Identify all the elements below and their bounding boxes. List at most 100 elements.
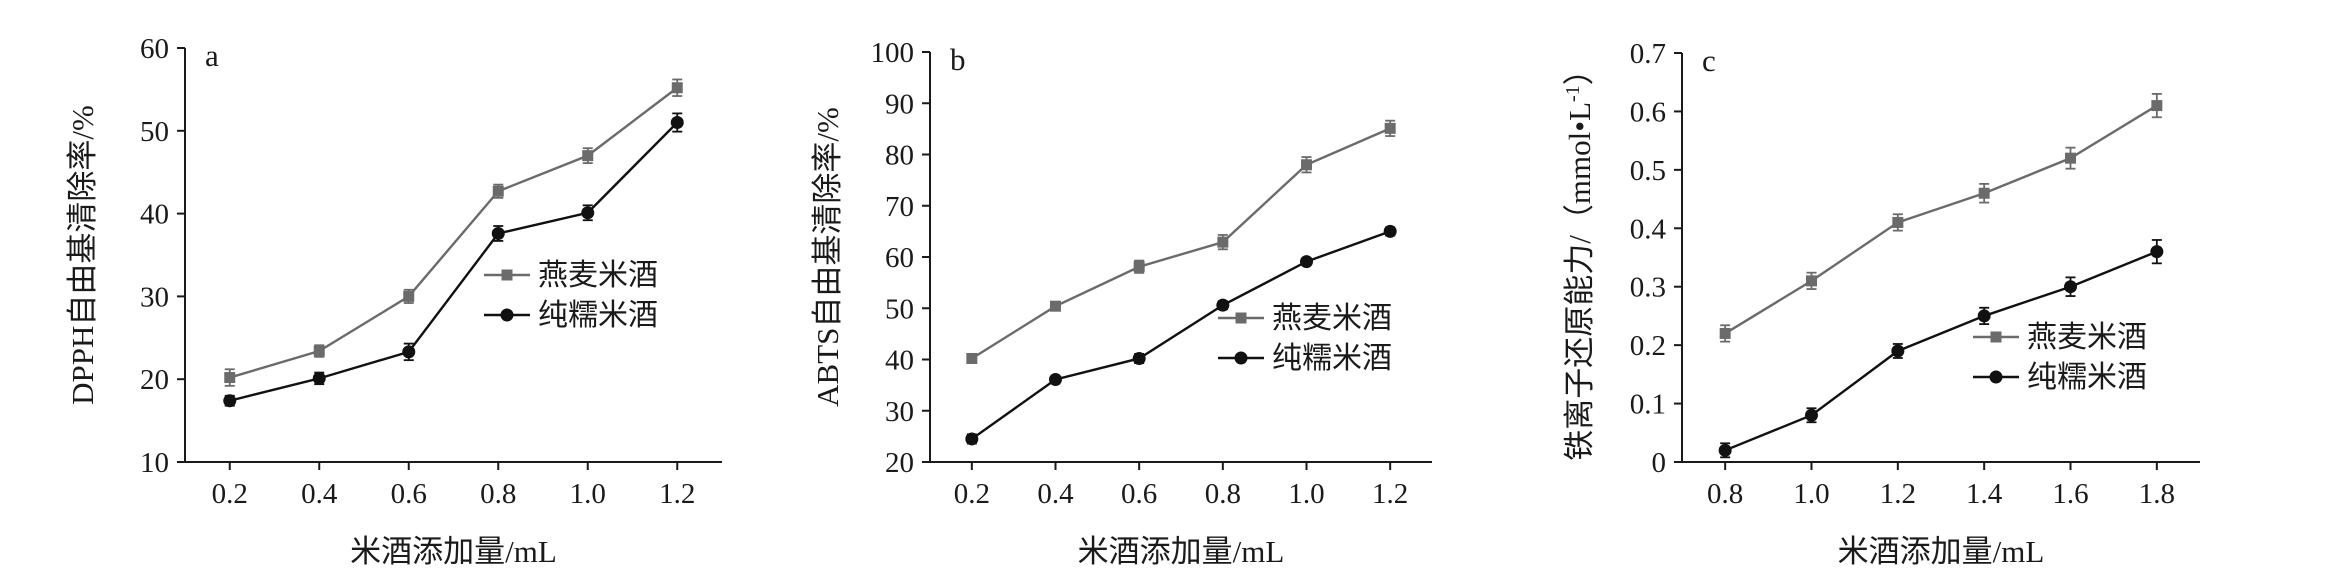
series-line: [229, 121, 679, 402]
data-point: [224, 372, 236, 384]
x-tick-label: 0.2: [954, 478, 990, 510]
legend-entry: 纯糯米酒: [1973, 361, 2147, 394]
y-tick-label: 0.7: [1630, 38, 1666, 70]
panel-label: b: [950, 42, 966, 77]
data-point: [491, 226, 505, 240]
series-line: [1724, 250, 2158, 452]
y-tick-label: 60: [140, 33, 169, 65]
data-point: [1977, 309, 1991, 323]
x-tick-label: 0.6: [391, 478, 427, 510]
x-tick-label: 1.0: [1793, 478, 1829, 510]
data-point: [1891, 344, 1905, 358]
legend-label: 纯糯米酒: [538, 299, 658, 332]
legend-marker: [1990, 331, 2002, 343]
data-point: [1217, 236, 1229, 248]
legend-marker: [500, 308, 514, 322]
data-point: [965, 432, 979, 446]
chart-panel-b: 20 30 40 50 60 70 80 90 100 0.2 0.4 0.6 0.8 1.0 1.2 b 米酒…: [810, 37, 1432, 569]
x-tick-label: 1.8: [2139, 478, 2175, 510]
data-point: [1805, 408, 1818, 422]
y-tick-label: 60: [885, 242, 914, 274]
legend-label: 燕麦米酒: [2027, 321, 2147, 354]
data-point: [671, 82, 683, 94]
x-tick-label: 0.4: [301, 478, 338, 510]
data-point: [966, 352, 978, 364]
x-axis-title: 米酒添加量/mL: [1078, 534, 1285, 569]
legend-marker: [501, 269, 513, 281]
y-tick-label: 90: [885, 88, 914, 120]
legend-entry: 燕麦米酒: [1973, 321, 2147, 354]
legend-label: 燕麦米酒: [1272, 302, 1392, 335]
legend-label: 纯糯米酒: [1272, 342, 1392, 375]
data-point: [402, 345, 416, 359]
y-tick-label: 50: [885, 293, 914, 325]
data-point: [581, 206, 595, 220]
data-point: [1132, 351, 1146, 365]
x-tick-label: 1.0: [570, 478, 606, 510]
y-tick-label: 10: [140, 447, 169, 479]
x-tick-label: 1.2: [1372, 478, 1408, 510]
y-axis-title: DPPH自由基清除率/%: [65, 105, 100, 405]
y-tick-label: 100: [871, 37, 915, 69]
y-axis-title: 铁离子还原能力/（mmol•L-1）: [1562, 54, 1597, 460]
x-tick-label: 1.2: [659, 478, 695, 510]
legend-label: 燕麦米酒: [538, 259, 658, 292]
series-1: [1718, 239, 2164, 459]
chart-panel-c: 0 0.1 0.2 0.3 0.4 0.5 0.6 0.7 0.8 1.0 1.2 1.4 1.6 1.8…: [1562, 38, 2200, 569]
panel-label: c: [1702, 43, 1716, 78]
panel-label: a: [205, 38, 219, 73]
y-tick-label: 30: [140, 281, 169, 313]
y-tick-label: 0.4: [1630, 213, 1667, 245]
data-point: [1049, 372, 1062, 386]
data-point: [1384, 122, 1396, 134]
y-tick-label: 70: [885, 191, 914, 223]
data-point: [2064, 280, 2077, 294]
x-tick-label: 1.2: [1880, 478, 1916, 510]
y-tick-label: 0.2: [1630, 330, 1666, 362]
x-axis-title: 米酒添加量/mL: [1838, 534, 2045, 569]
y-tick-label: 40: [140, 199, 169, 231]
data-point: [223, 394, 237, 408]
data-point: [492, 185, 504, 197]
legend-label: 纯糯米酒: [2027, 361, 2147, 394]
y-axis-title: ABTS自由基清除率/%: [810, 107, 845, 407]
data-point: [670, 116, 684, 130]
x-tick-label: 0.8: [1707, 478, 1743, 510]
data-point: [1301, 159, 1312, 171]
legend-entry: 燕麦米酒: [1218, 302, 1392, 335]
y-tick-label: 0.3: [1630, 272, 1666, 304]
x-tick-label: 0.8: [1205, 478, 1241, 510]
data-point: [1383, 224, 1397, 238]
y-tick-label: 0.5: [1630, 155, 1666, 187]
data-point: [2151, 100, 2163, 112]
data-point: [1216, 298, 1230, 312]
legend-marker: [1234, 351, 1248, 365]
series-line: [229, 86, 678, 379]
y-tick-label: 20: [885, 447, 914, 479]
y-tick-label: 0.6: [1630, 96, 1666, 128]
legend-marker: [1989, 370, 2003, 384]
data-point: [1050, 300, 1061, 312]
legend-entry: 纯糯米酒: [484, 299, 658, 332]
data-point: [1133, 261, 1145, 273]
x-tick-label: 1.6: [2052, 478, 2088, 510]
data-point: [312, 371, 326, 385]
data-point: [1978, 187, 1990, 199]
legend-entry: 纯糯米酒: [1218, 342, 1392, 375]
chart-panel-a: 10 20 30 40 50 60 0.2 0.4 0.6 0.8 1.0 1.2 a 米酒添加量/mL D…: [65, 33, 722, 569]
series-line: [971, 230, 1391, 440]
series-0: [224, 78, 683, 387]
series-1: [965, 224, 1397, 446]
x-tick-label: 1.0: [1288, 478, 1324, 510]
y-tick-label: 20: [140, 364, 169, 396]
data-point: [1806, 275, 1817, 287]
data-point: [1718, 443, 1732, 457]
data-point: [2150, 245, 2164, 259]
y-tick-label: 0: [1652, 447, 1667, 479]
x-tick-label: 0.2: [212, 478, 248, 510]
legend-marker: [1235, 312, 1247, 324]
data-point: [2065, 152, 2076, 164]
x-tick-label: 0.8: [480, 478, 516, 510]
